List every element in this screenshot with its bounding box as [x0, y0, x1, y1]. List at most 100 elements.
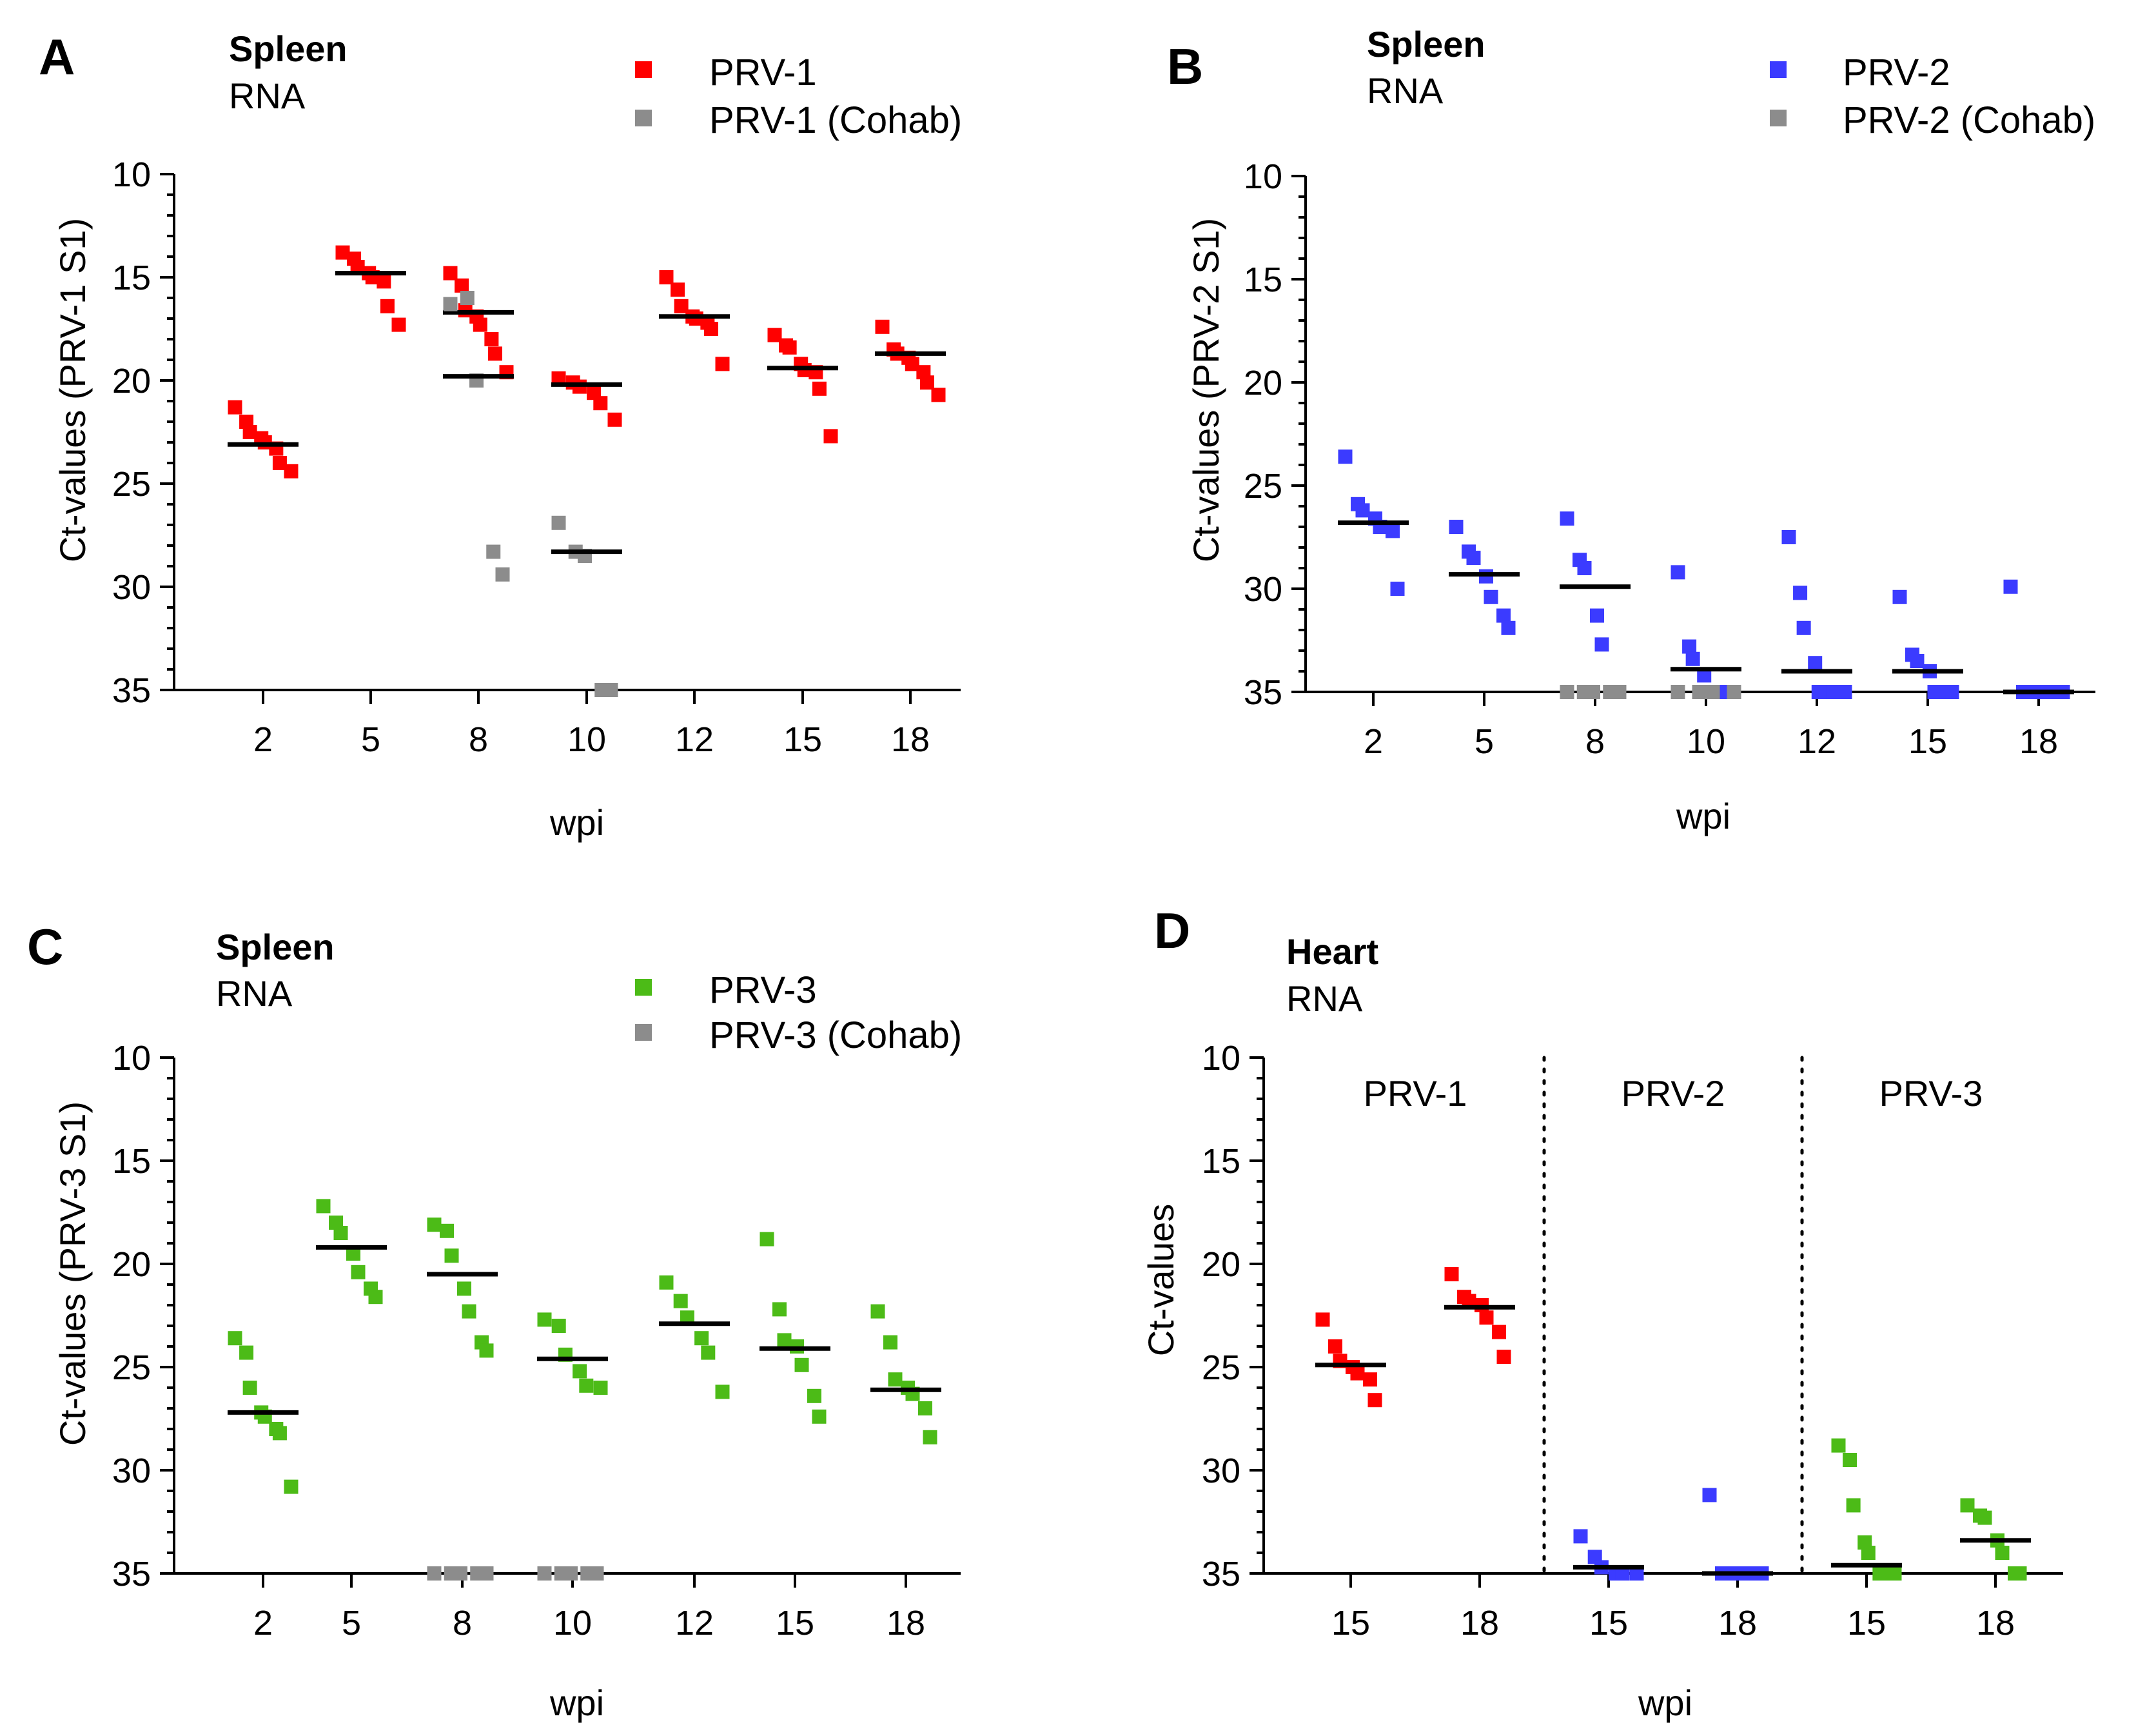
panel-b-point-prv-2	[1838, 685, 1852, 699]
panel-d-group-label: PRV-2	[1622, 1073, 1725, 1114]
panel-b-point-prv-2	[1338, 449, 1353, 464]
panel-a-legend-cohab: PRV-1 (Cohab)	[709, 99, 962, 141]
panel-b-point-prv-2-cohab	[1671, 685, 1685, 699]
panel-b-xtick-label: 2	[1364, 722, 1383, 761]
panel-d-point-prv-1	[1350, 1366, 1365, 1381]
panel-c-ytick-label: 30	[112, 1452, 151, 1490]
panel-c-point-prv-3	[701, 1345, 716, 1360]
panel-d-point-prv-3	[1861, 1546, 1876, 1560]
panel-b-ytick-label: 35	[1244, 673, 1282, 712]
panel-b-ytick-label: 30	[1244, 570, 1282, 609]
panel-d-point-prv-3	[1995, 1546, 2010, 1560]
panel-c-point-prv-3-cohab	[479, 1566, 494, 1581]
panel-d-point-prv-2	[1702, 1488, 1717, 1502]
panel-c-point-prv-3	[284, 1479, 299, 1494]
panel-b-legend-swatch-cohab	[1770, 110, 1787, 126]
panel-c-point-prv-3	[812, 1409, 827, 1424]
panel-a-point-prv-1	[484, 332, 499, 346]
panel-a-xtick-label: 10	[567, 720, 606, 759]
panel-a-ytick-label: 25	[112, 465, 151, 504]
panel-d-ytick-label: 30	[1202, 1452, 1240, 1490]
panel-c-point-prv-3	[462, 1304, 476, 1319]
panel-a-ylabel: Ct-values (PRV-1 S1)	[52, 218, 93, 562]
panel-b-ytick-label: 15	[1244, 261, 1282, 299]
panel-d-point-prv-1	[1462, 1294, 1476, 1308]
panel-a-ytick-label: 15	[112, 259, 151, 297]
panel-c-point-prv-3	[239, 1345, 254, 1360]
panel-c-point-prv-3	[659, 1275, 674, 1290]
panel-c: C Spleen RNA PRV-3 PRV-3 (Cohab) Ct-valu…	[27, 918, 962, 1723]
panel-d-point-prv-3	[1831, 1438, 1846, 1453]
panel-c-point-prv-3	[888, 1372, 903, 1387]
panel-c-point-prv-3	[573, 1364, 587, 1379]
panel-a-xtick-label: 5	[361, 720, 380, 759]
panel-c-point-prv-3	[479, 1343, 494, 1358]
panel-d-ylabel: Ct-values	[1141, 1204, 1181, 1357]
panel-a-point-prv-1	[380, 299, 395, 313]
panel-b-xlabel: wpi	[1676, 796, 1730, 836]
panel-c-point-prv-3-cohab	[564, 1566, 578, 1581]
panel-d-ytick-label: 35	[1202, 1555, 1240, 1593]
panel-d-ytick-label: 15	[1202, 1142, 1240, 1181]
panel-b-legend-cohab: PRV-2 (Cohab)	[1843, 99, 2095, 141]
panel-c-ytick-label: 35	[112, 1555, 151, 1593]
panel-b-point-prv-2	[2003, 579, 2018, 594]
panel-a-point-prv-1-cohab	[460, 291, 475, 305]
panel-d-ytick-label: 10	[1202, 1039, 1240, 1078]
panel-c-point-prv-3	[579, 1378, 594, 1393]
panel-b-point-prv-2	[1796, 620, 1811, 635]
panel-b-point-prv-2	[1685, 651, 1700, 666]
panel-b-point-prv-2	[1671, 565, 1685, 580]
panel-c-xtick-label: 2	[253, 1604, 273, 1642]
panel-b-point-prv-2	[1577, 561, 1592, 575]
panel-b-point-prv-2	[1808, 656, 1823, 671]
panel-b-point-prv-2	[1386, 524, 1400, 538]
panel-a-point-prv-1	[455, 278, 469, 293]
panel-d-xtick-label: 15	[1847, 1604, 1886, 1642]
panel-c-point-prv-3	[694, 1331, 709, 1346]
panel-c-point-prv-3	[228, 1331, 242, 1346]
panel-a-xtick-label: 18	[891, 720, 930, 759]
panel-a-point-prv-1	[703, 322, 718, 336]
panel-a-point-prv-1-cohab	[603, 683, 618, 697]
panel-c-point-prv-3	[457, 1281, 471, 1296]
panel-a-point-prv-1	[443, 266, 458, 281]
panel-d-point-prv-1	[1363, 1372, 1377, 1387]
panel-d-group-label: PRV-3	[1879, 1073, 1983, 1114]
panel-b-point-prv-2	[1910, 654, 1925, 668]
panel-a-point-prv-1-cohab	[495, 567, 510, 582]
panel-a-point-prv-1	[659, 270, 674, 284]
panel-c-xtick-label: 15	[776, 1604, 814, 1642]
panel-d-point-prv-3	[1843, 1453, 1857, 1467]
panel-a-point-prv-1	[335, 245, 350, 260]
panel-d-xtick-label: 15	[1331, 1604, 1370, 1642]
panel-b: B Spleen RNA PRV-2 PRV-2 (Cohab) Ct-valu…	[1167, 24, 2095, 836]
panel-d-group-label: PRV-1	[1364, 1073, 1467, 1114]
panel-a-ytick-label: 20	[112, 362, 151, 400]
panel-d-ytick-label: 25	[1202, 1348, 1240, 1387]
panel-d-ytick-label: 20	[1202, 1245, 1240, 1284]
panel-d-point-prv-1	[1479, 1310, 1494, 1325]
panel-a-point-prv-1	[228, 400, 242, 415]
panel-a-point-prv-1	[875, 319, 890, 334]
panel-a-point-prv-1	[671, 282, 685, 297]
panel-a-point-prv-1	[767, 328, 782, 342]
panel-c-point-prv-3-cohab	[537, 1566, 552, 1581]
panel-d-point-prv-1	[1367, 1393, 1382, 1408]
panel-a-point-prv-1	[272, 456, 287, 470]
panel-d-xtick-label: 18	[1976, 1604, 2015, 1642]
panel-b-point-prv-2	[1892, 589, 1907, 604]
panel-c-legend-cohab: PRV-3 (Cohab)	[709, 1014, 962, 1056]
panel-c-point-prv-3	[777, 1333, 792, 1348]
panel-a-xlabel: wpi	[549, 802, 604, 843]
panel-c-point-prv-3	[272, 1426, 287, 1441]
panel-c-legend-swatch-prv3	[635, 979, 652, 996]
panel-d-point-prv-1	[1315, 1312, 1330, 1327]
panel-a-point-prv-1	[551, 371, 566, 386]
panel-b-point-prv-2-cohab	[1586, 685, 1600, 699]
panel-c-point-prv-3	[883, 1335, 897, 1350]
panel-b-point-prv-2	[1682, 639, 1697, 654]
panel-c-xlabel: wpi	[549, 1682, 604, 1723]
panel-b-point-prv-2	[1355, 503, 1370, 518]
